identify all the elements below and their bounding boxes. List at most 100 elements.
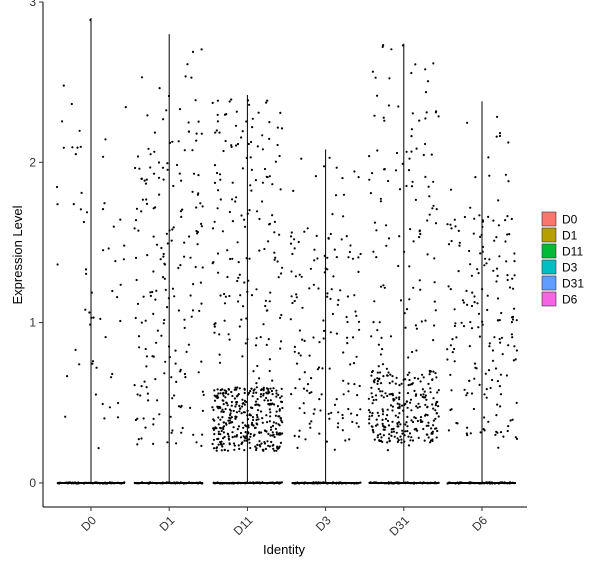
zero-point [167, 481, 170, 484]
data-point [237, 276, 240, 279]
data-point [279, 340, 283, 343]
data-point [274, 256, 277, 259]
data-point [383, 428, 386, 431]
data-point [428, 213, 431, 216]
data-point [224, 396, 227, 399]
data-point [245, 257, 248, 260]
data-point [358, 384, 361, 388]
data-point [368, 415, 371, 418]
data-point [455, 336, 458, 339]
zero-point [315, 481, 318, 484]
data-point [407, 169, 411, 172]
data-point [414, 324, 417, 327]
data-point [463, 215, 466, 219]
data-point [429, 441, 432, 444]
data-point [312, 283, 315, 286]
data-point [370, 425, 373, 428]
data-point [254, 344, 258, 347]
data-point [417, 377, 420, 380]
data-point [298, 273, 301, 276]
data-point [191, 149, 194, 152]
data-point [240, 318, 243, 321]
data-point [398, 398, 401, 401]
data-point [213, 433, 216, 436]
data-point [505, 260, 508, 263]
data-point [379, 390, 382, 393]
data-point [382, 410, 385, 413]
data-point [381, 413, 384, 416]
zero-point [457, 482, 460, 485]
data-point [250, 294, 254, 297]
data-point [404, 378, 407, 381]
zero-point [75, 482, 78, 485]
data-point [374, 424, 378, 427]
data-point [76, 146, 79, 149]
data-point [279, 188, 282, 191]
data-point [183, 318, 186, 321]
data-point [386, 419, 390, 422]
data-point [304, 438, 307, 441]
data-point [217, 392, 220, 395]
zero-point [196, 481, 199, 485]
data-point [170, 239, 173, 242]
data-point [262, 386, 265, 389]
data-point [191, 50, 195, 54]
data-point [471, 291, 474, 294]
data-point [347, 256, 350, 259]
data-point [352, 362, 356, 365]
data-point [162, 252, 165, 256]
data-point [341, 429, 344, 432]
data-point [173, 394, 176, 397]
data-point [197, 174, 200, 177]
legend-label-D31: D31 [562, 277, 584, 291]
data-point [270, 389, 273, 393]
data-point [333, 448, 336, 451]
data-point [266, 99, 269, 102]
data-point [212, 427, 215, 430]
data-point [242, 411, 245, 414]
data-point [79, 145, 82, 148]
data-point [308, 422, 311, 425]
data-point [449, 344, 452, 347]
data-point [395, 151, 399, 155]
data-point [381, 418, 384, 421]
data-point [170, 431, 173, 434]
data-point [281, 406, 284, 410]
data-point [243, 403, 246, 406]
data-point [195, 229, 198, 233]
zero-point [371, 481, 374, 484]
data-point [222, 421, 225, 424]
data-point [410, 185, 414, 188]
data-point [152, 417, 155, 420]
y-tick-label: 1 [29, 316, 36, 330]
data-point [222, 149, 225, 153]
data-point [235, 403, 238, 406]
zero-point [434, 481, 437, 484]
data-point [462, 301, 465, 304]
data-point [183, 255, 186, 258]
data-point [408, 371, 411, 374]
data-point [431, 430, 434, 433]
zero-point [446, 482, 449, 485]
data-point [406, 373, 409, 376]
data-point [379, 200, 382, 203]
data-point [119, 319, 122, 323]
data-point [485, 396, 488, 399]
data-point [496, 115, 499, 118]
data-point [142, 417, 145, 420]
data-point [481, 250, 484, 253]
data-point [170, 376, 173, 379]
data-point [180, 404, 183, 407]
data-point [275, 422, 278, 425]
data-point [351, 420, 354, 423]
data-point [403, 312, 406, 315]
data-point [246, 338, 249, 341]
data-point [200, 225, 203, 228]
data-point [348, 438, 351, 441]
data-point [410, 419, 413, 422]
data-point [412, 420, 415, 424]
data-point [158, 193, 161, 196]
data-point [382, 434, 385, 437]
data-point [376, 380, 379, 383]
data-point [355, 422, 358, 425]
